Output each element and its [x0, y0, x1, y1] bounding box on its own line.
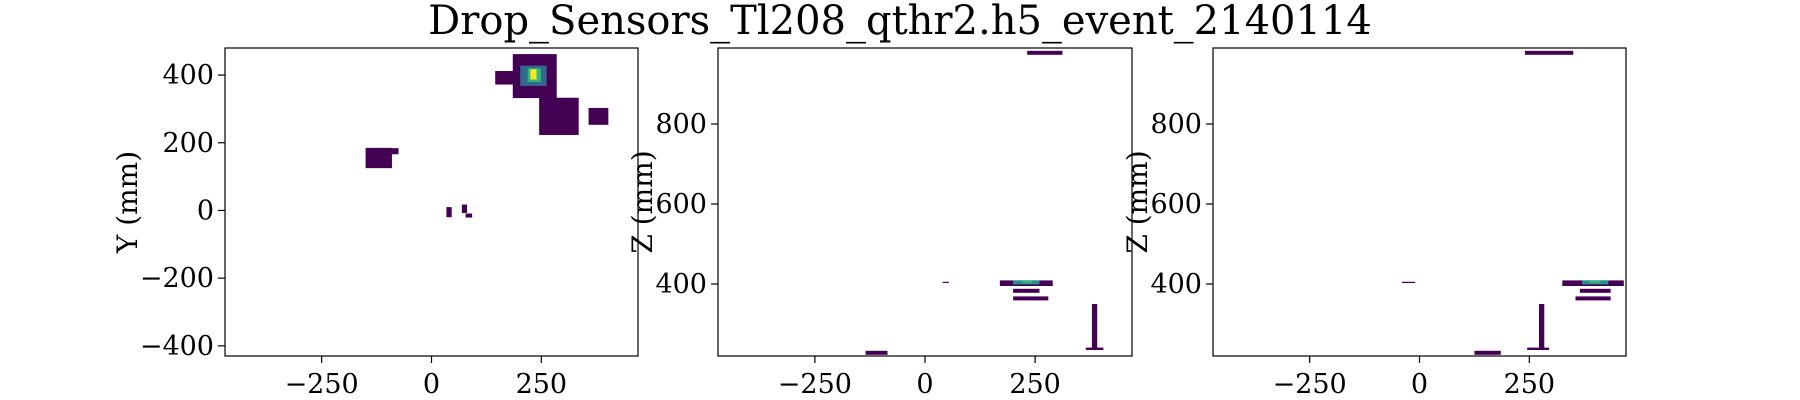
heatmap-cell-3 — [1589, 280, 1601, 284]
heatmap-cell-9 — [446, 207, 452, 218]
x-tick-label-2: 250 — [516, 369, 568, 400]
panels: −250 0 250 −400 −200 0 200 400 Y (mm) −250 0 250 400… — [111, 47, 1627, 400]
y-tick-label-1: −200 — [140, 263, 214, 294]
heatmap-cell-5 — [539, 97, 579, 135]
heatmap-cells — [365, 54, 609, 218]
axes-frame — [1212, 47, 1627, 357]
heatmap-cell-9 — [1474, 350, 1501, 355]
y-tick-label-0: 400 — [655, 269, 707, 300]
heatmap-cell-7 — [365, 147, 392, 169]
figure-title: Drop_Sensors_Tl208_qthr2.h5_event_214011… — [428, 0, 1372, 44]
heatmap-cell-10 — [461, 204, 468, 213]
heatmap-cell-7 — [1091, 304, 1098, 348]
heatmap-cell-4 — [1013, 288, 1040, 293]
axes-frame — [224, 47, 639, 357]
y-tick-label-1: 600 — [1150, 189, 1202, 220]
heatmap-cell-8 — [1527, 347, 1550, 350]
heatmap-cells — [865, 50, 1104, 355]
heatmap-cell-7 — [1539, 304, 1545, 348]
y-tick-label-2: 800 — [1150, 109, 1202, 140]
heatmap-cell-4 — [1579, 288, 1611, 293]
y-tick-label-2: 0 — [197, 195, 214, 226]
heatmap-cell-11 — [465, 213, 473, 218]
heatmap-cell-5 — [1575, 296, 1611, 301]
y-axis-label: Y (mm) — [111, 151, 144, 254]
y-axis-label: Z (mm) — [626, 150, 659, 253]
x-tick-label-1: 0 — [423, 369, 440, 400]
panel-xy: −250 0 250 −400 −200 0 200 400 Y (mm) — [111, 47, 639, 400]
y-tick-label-2: 800 — [655, 109, 707, 140]
y-tick-label-0: −400 — [140, 331, 214, 362]
y-tick-label-4: 400 — [162, 60, 214, 91]
axes-frame — [717, 47, 1133, 357]
y-tick-label-0: 400 — [1150, 269, 1202, 300]
x-tick-label-2: 250 — [1009, 369, 1061, 400]
heatmap-cell-8 — [1085, 347, 1104, 350]
x-tick-label-1: 0 — [1411, 369, 1428, 400]
heatmap-cell-0 — [1524, 50, 1574, 55]
heatmap-cells — [1401, 50, 1624, 355]
x-tick-label-1: 0 — [916, 369, 933, 400]
heatmap-cell-3 — [1022, 280, 1032, 284]
y-tick-label-3: 200 — [162, 128, 214, 159]
panel-yz: −250 0 250 400 600 800 Z (mm) — [1121, 47, 1627, 400]
heatmap-cell-6 — [942, 281, 949, 283]
heatmap-cell-4 — [530, 69, 537, 80]
heatmap-cell-9 — [865, 350, 888, 355]
heatmap-cell-5 — [1013, 296, 1049, 301]
y-tick-label-1: 600 — [655, 189, 707, 220]
y-axis-label: Z (mm) — [1121, 150, 1154, 253]
x-tick-label-0: −250 — [778, 369, 852, 400]
heatmap-cell-6 — [1401, 281, 1416, 283]
x-tick-label-0: −250 — [1273, 369, 1347, 400]
heatmap-cell-8 — [385, 148, 399, 155]
x-tick-label-0: −250 — [285, 369, 359, 400]
panel-xz: −250 0 250 400 600 800 Z (mm) — [626, 47, 1133, 400]
heatmap-cell-6 — [588, 107, 609, 125]
heatmap-cell-0 — [1027, 50, 1063, 55]
x-tick-label-2: 250 — [1504, 369, 1556, 400]
